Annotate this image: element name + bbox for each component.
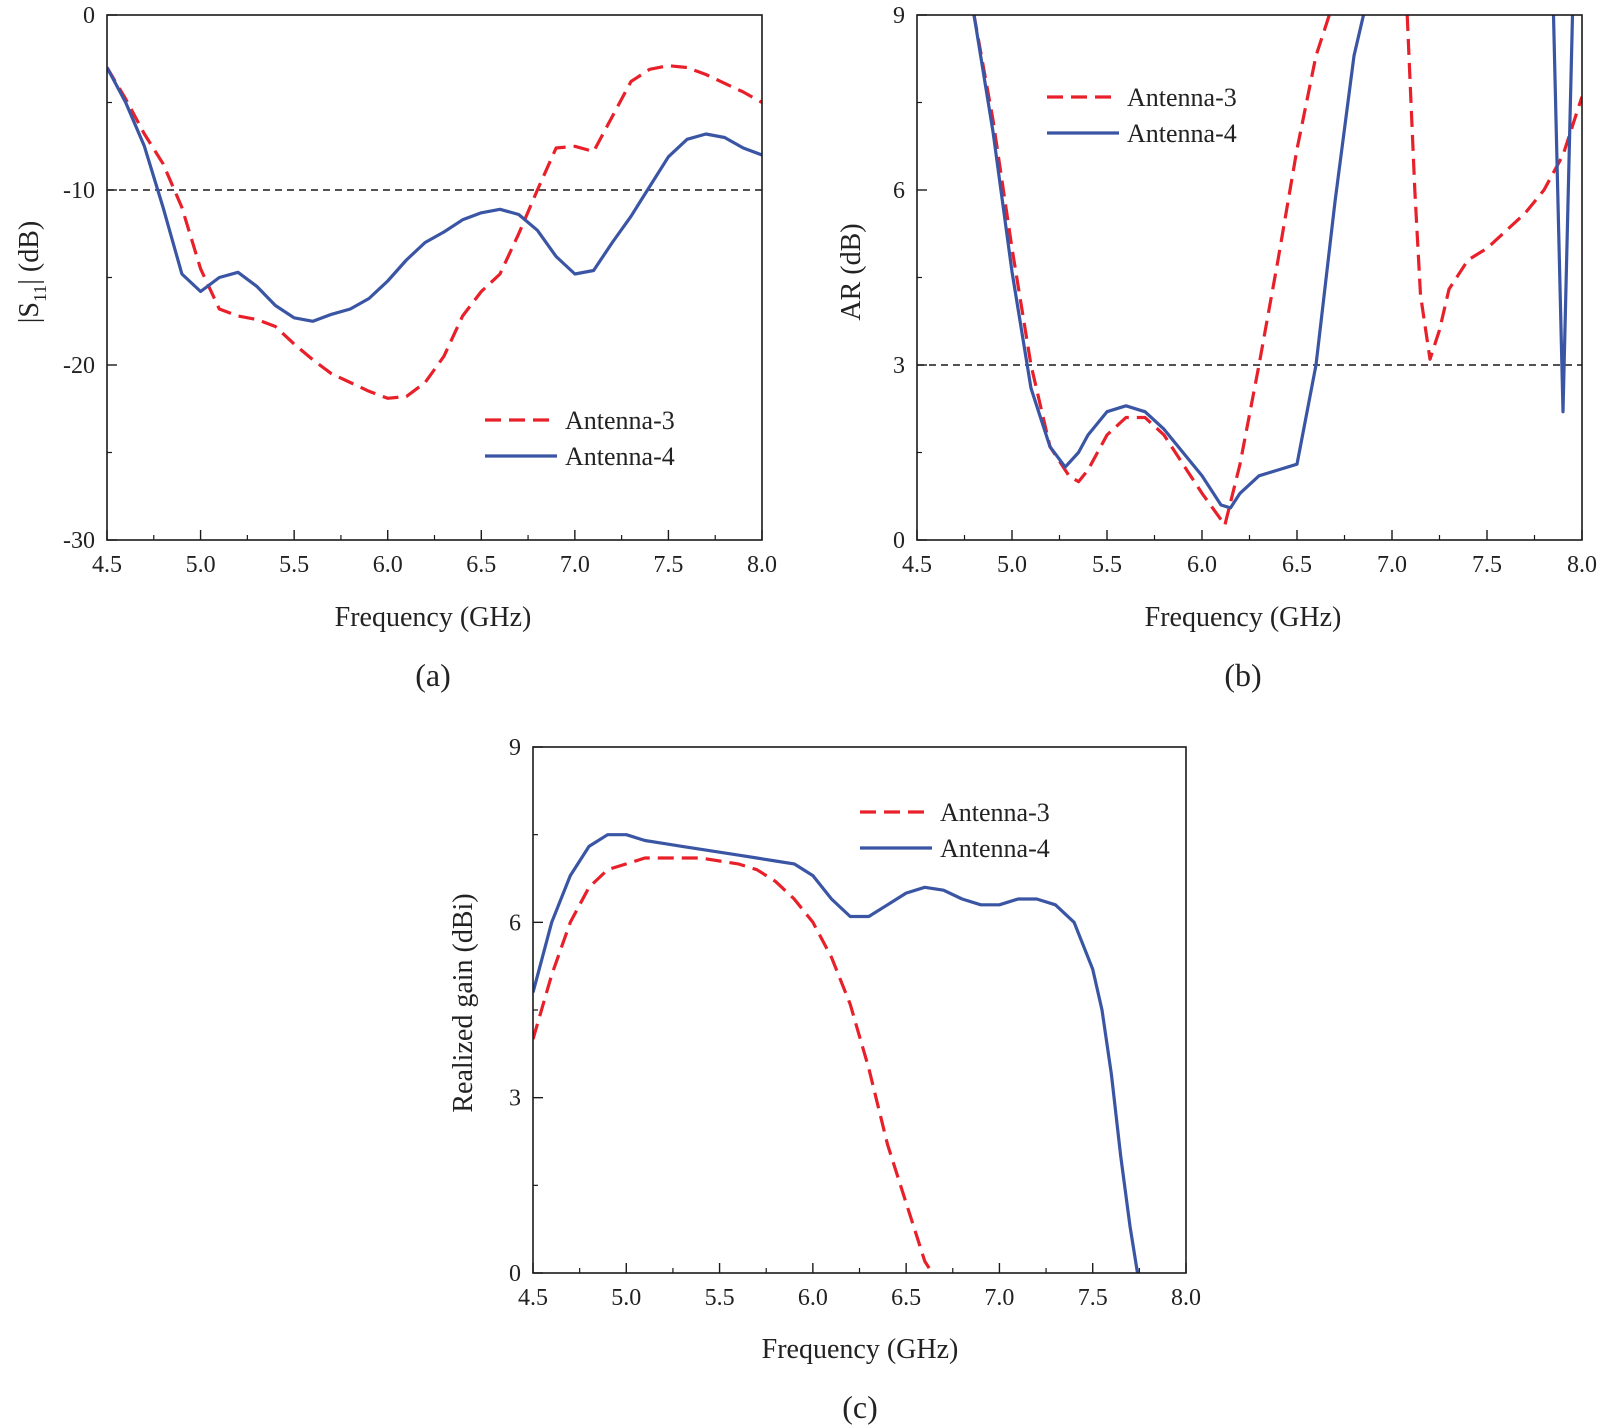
chart-b-ytick-label: 3 <box>893 353 905 379</box>
chart-c-xtick-label: 7.5 <box>1078 1285 1108 1311</box>
chart-a-xtick-label: 5.0 <box>186 552 216 578</box>
chart-c-legend-label: Antenna-3 <box>940 798 1050 827</box>
chart-a-legend-label: Antenna-4 <box>565 442 675 471</box>
chart-a-xtick-label: 5.5 <box>279 552 309 578</box>
chart-b-xtick-label: 5.5 <box>1092 552 1122 578</box>
chart-b-xtick-label: 8.0 <box>1567 552 1597 578</box>
chart-b-xtick-label: 5.0 <box>997 552 1027 578</box>
chart-b-xtick-label: 7.0 <box>1377 552 1407 578</box>
chart-a-ytick-label: -30 <box>63 528 95 554</box>
chart-a-series-antenna-3 <box>107 64 762 400</box>
chart-c-ytick-label: 6 <box>509 910 521 936</box>
chart-b-xlabel: Frequency (GHz) <box>1145 602 1342 633</box>
chart-b-series-antenna-3 <box>972 15 1582 527</box>
chart-c-ylabel: Realized gain (dBi) <box>448 893 479 1112</box>
chart-b-xtick-label: 7.5 <box>1472 552 1502 578</box>
chart-a-xtick-label: 6.5 <box>466 552 496 578</box>
chart-a-xtick-label: 7.0 <box>560 552 590 578</box>
chart-b-ylabel: AR (dB) <box>836 223 867 320</box>
chart-c-series-antenna-4 <box>533 833 1140 1273</box>
chart-a-s11: |S11| (dB) Frequency (GHz) (a) 4.5 5.0 5.5… <box>14 3 777 693</box>
chart-b-ytick-label: 9 <box>893 3 905 29</box>
chart-a-ytick-label: -20 <box>63 353 95 379</box>
chart-c-ytick-label: 3 <box>509 1086 521 1112</box>
chart-c-xtick-label: 7.0 <box>984 1285 1014 1311</box>
chart-a-ylabel: |S11| (dB) <box>14 221 50 323</box>
chart-c-series-antenna-3 <box>533 856 934 1273</box>
chart-b-ytick-label: 0 <box>893 528 905 554</box>
chart-c-ytick-label: 0 <box>509 1261 521 1287</box>
chart-b-xtick-label: 6.5 <box>1282 552 1312 578</box>
chart-c-xtick-label: 6.5 <box>891 1285 921 1311</box>
chart-a-panel-label: (a) <box>415 657 451 693</box>
chart-a-xtick-label: 8.0 <box>747 552 777 578</box>
chart-a-series-antenna-4 <box>107 66 762 323</box>
chart-b-ytick-label: 6 <box>893 178 905 204</box>
chart-b-axial-ratio: AR (dB) Frequency (GHz) (b) 4.5 5.0 5.5 6.0… <box>836 3 1597 693</box>
chart-c-realized-gain: Realized gain (dBi) Frequency (GHz) (c) … <box>448 735 1201 1425</box>
chart-a-xtick-label: 4.5 <box>92 552 122 578</box>
chart-a-ytick-label: -10 <box>63 178 95 204</box>
chart-a-xtick-label: 6.0 <box>373 552 403 578</box>
chart-c-legend-label: Antenna-4 <box>940 834 1050 863</box>
chart-c-frame <box>532 746 1187 1274</box>
chart-b-series-antenna-4 <box>972 15 1575 510</box>
chart-c-xtick-label: 6.0 <box>798 1285 828 1311</box>
chart-c-panel-label: (c) <box>842 1389 878 1425</box>
chart-c-ytick-label: 9 <box>509 735 521 761</box>
chart-a-ytick-label: 0 <box>83 3 95 29</box>
chart-b-legend-label: Antenna-4 <box>1127 119 1237 148</box>
chart-c-xtick-label: 5.5 <box>705 1285 735 1311</box>
chart-b-panel-label: (b) <box>1224 657 1261 693</box>
chart-c-xtick-label: 5.0 <box>611 1285 641 1311</box>
chart-c-xlabel: Frequency (GHz) <box>762 1334 959 1365</box>
chart-a-xtick-label: 7.5 <box>653 552 683 578</box>
chart-c-xtick-label: 8.0 <box>1171 1285 1201 1311</box>
chart-b-legend-label: Antenna-3 <box>1127 83 1237 112</box>
chart-c-xtick-label: 4.5 <box>518 1285 548 1311</box>
chart-b-xtick-label: 4.5 <box>902 552 932 578</box>
chart-b-xtick-label: 6.0 <box>1187 552 1217 578</box>
chart-a-xlabel: Frequency (GHz) <box>335 602 532 633</box>
chart-a-legend-label: Antenna-3 <box>565 406 675 435</box>
